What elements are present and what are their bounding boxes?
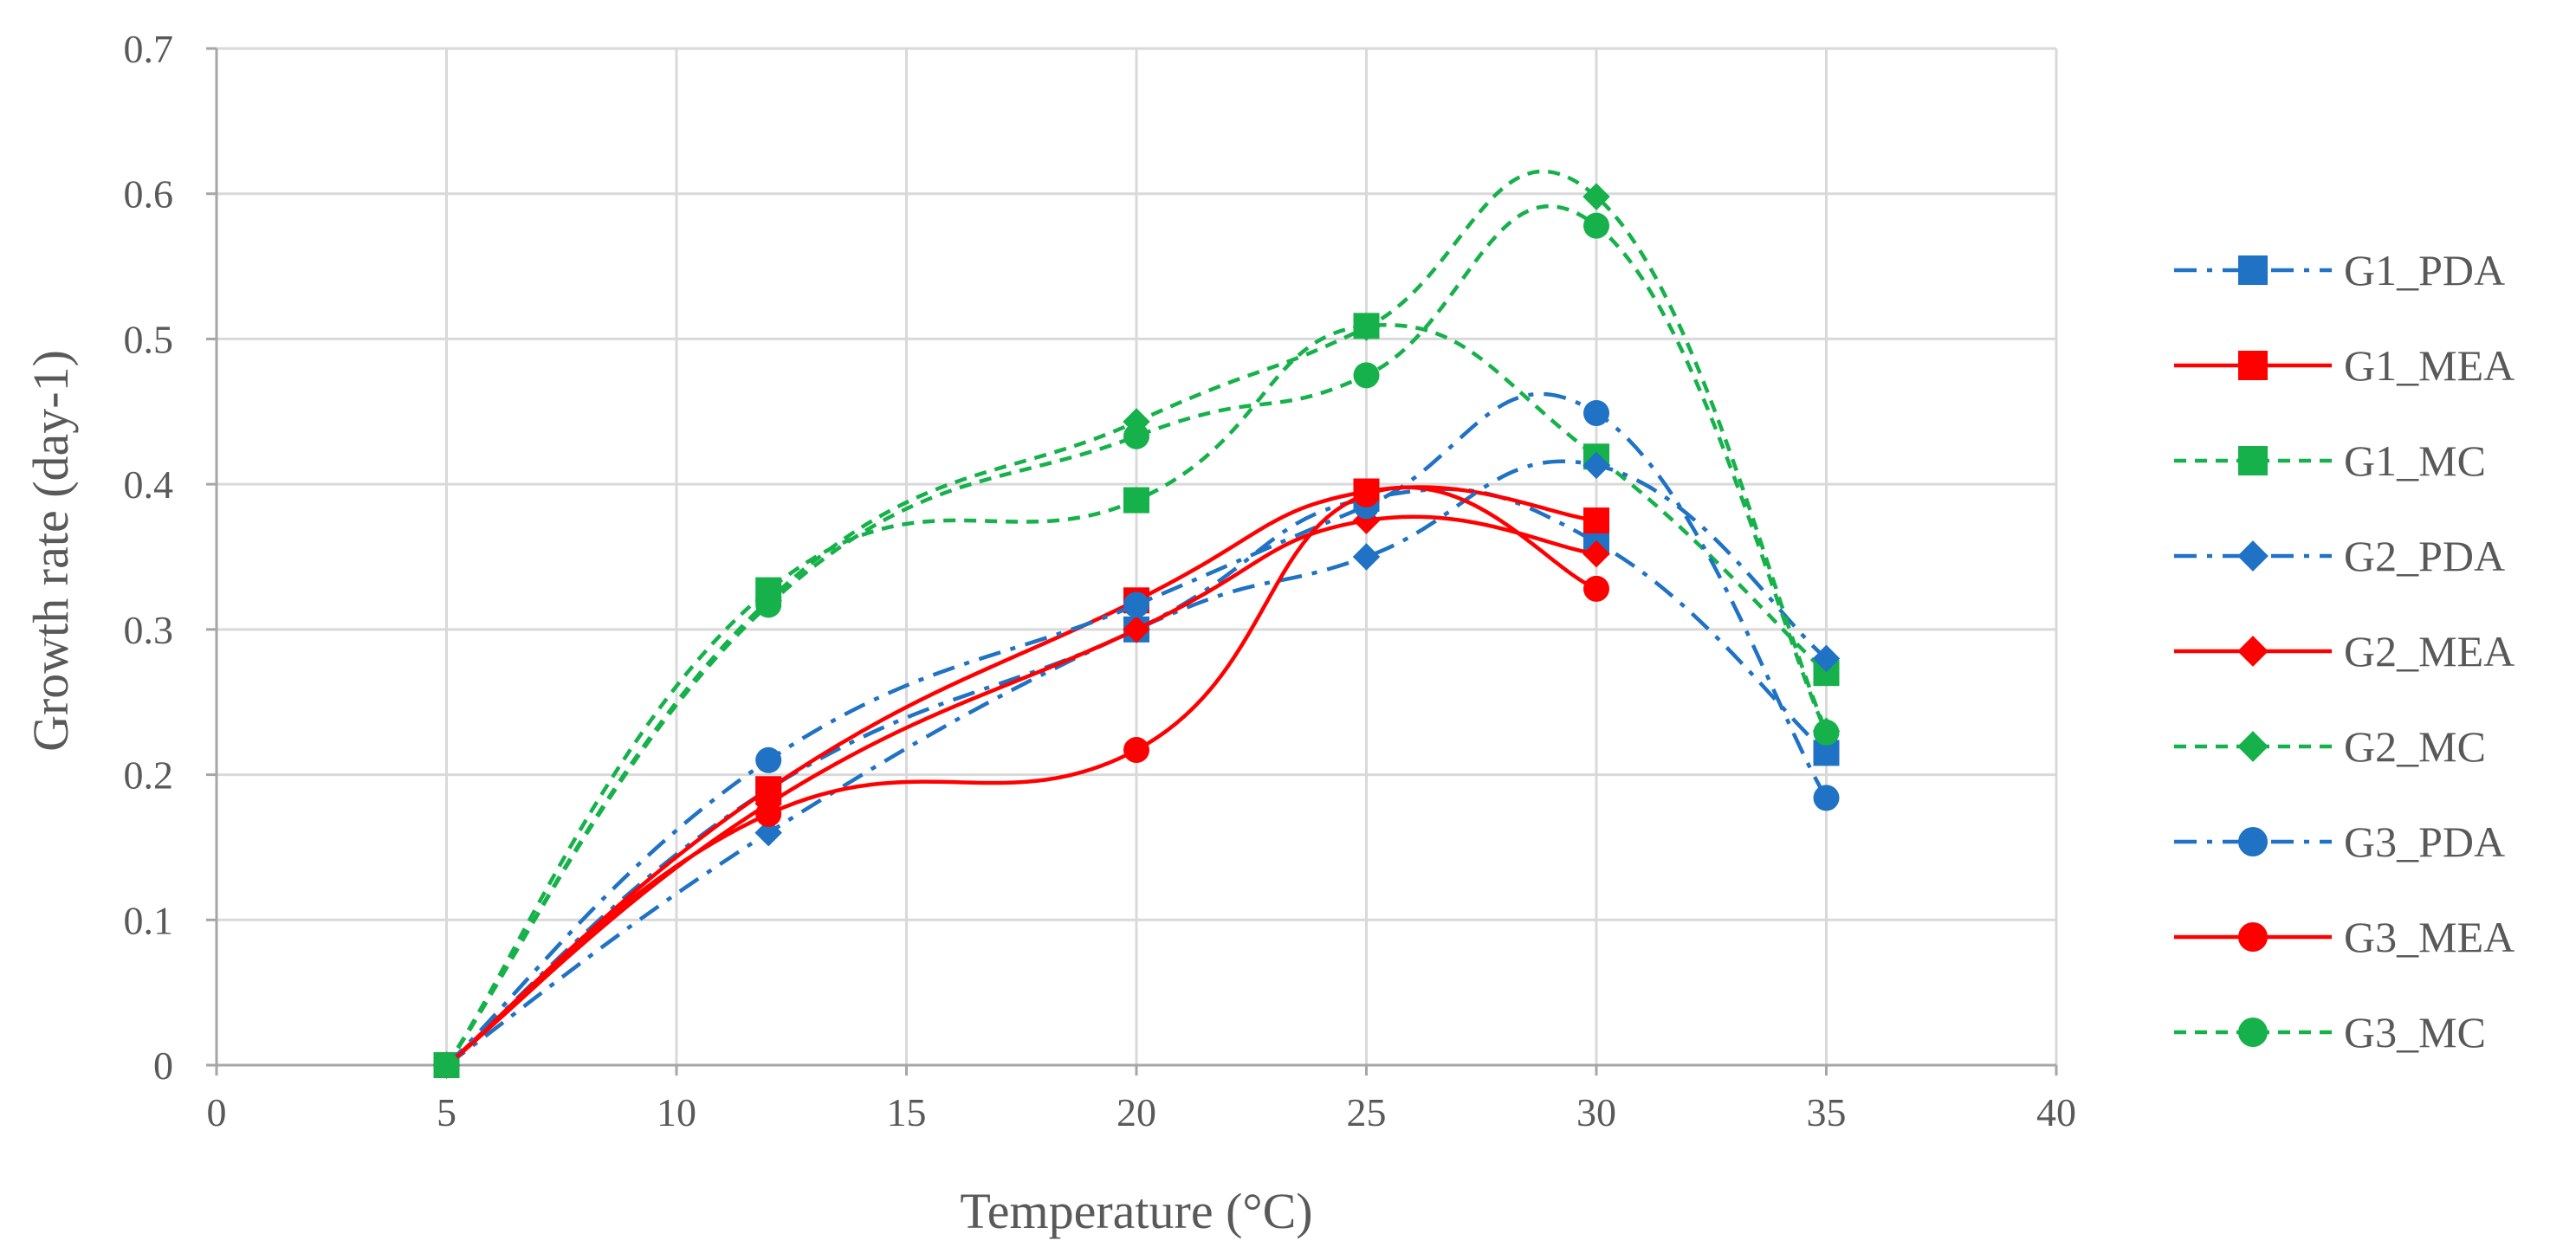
data-point-g3-pda [755, 746, 782, 773]
data-point-g3-mea [1353, 481, 1380, 507]
legend-label-g2-pda: G2_PDA [2344, 532, 2505, 580]
legend-item-g2-mea: G2_MEA [2174, 627, 2515, 675]
legend-marker-g1-mea [2238, 351, 2268, 380]
data-point-g3-mc [1123, 423, 1149, 449]
y-axis-title: Growth rate (day-1) [23, 350, 79, 752]
legend-item-g1-mc: G1_MC [2174, 436, 2486, 485]
data-point-g3-mc [1813, 719, 1840, 746]
legend-label-g3-mea: G3_MEA [2344, 913, 2515, 961]
series-line-g3-mea [445, 485, 1597, 1067]
data-point-g2-mc [1582, 183, 1610, 210]
y-tick-label: 0.5 [124, 317, 174, 361]
legend-marker-g3-mc [2238, 1018, 2268, 1047]
legend-label-g1-mc: G1_MC [2344, 436, 2486, 485]
x-tick-label: 20 [1116, 1090, 1156, 1134]
data-point-g3-mea [755, 800, 782, 827]
y-tick-label: 0.7 [124, 27, 174, 71]
legend-label-g3-pda: G3_PDA [2344, 817, 2505, 866]
data-point-g2-pda [754, 818, 782, 847]
x-tick-label: 10 [657, 1090, 696, 1134]
y-tick-label: 0.2 [124, 753, 174, 798]
legend-marker-g1-pda [2238, 255, 2268, 285]
data-point-g3-pda [1123, 591, 1149, 618]
legend-marker-g2-pda [2237, 540, 2269, 572]
legend: G1_PDA G1_MEA G1_MC G2_PDA G2_MEA G2_MC G3_PDA… [2174, 246, 2515, 1056]
series-g3-mc [433, 204, 1840, 1078]
x-tick-label: 30 [1576, 1090, 1616, 1134]
legend-item-g3-pda: G3_PDA [2174, 817, 2505, 866]
y-tick-label: 0 [153, 1044, 173, 1088]
x-tick-label: 0 [207, 1090, 227, 1134]
legend-label-g1-mea: G1_MEA [2344, 341, 2515, 390]
series-line-g3-pda [444, 391, 1828, 1067]
legend-item-g2-mc: G2_MC [2174, 722, 2486, 771]
data-point-g1-mea [1583, 507, 1609, 534]
data-point-g2-pda [1582, 451, 1610, 480]
series-line-g3-mc [444, 204, 1828, 1067]
data-point-g2-pda [1812, 644, 1841, 673]
series-line-g1-pda [445, 487, 1828, 1067]
data-point-g3-mea [1583, 575, 1609, 602]
series-group [432, 169, 1841, 1079]
data-point-g2-mea [1123, 616, 1150, 643]
data-point-g3-mc [1583, 212, 1609, 239]
series-g3-mea [433, 481, 1609, 1078]
data-point-g1-mc [1123, 487, 1149, 514]
data-point-g3-pda [1583, 399, 1609, 426]
x-tick-label: 35 [1807, 1090, 1847, 1134]
data-point-g2-mc [1352, 313, 1381, 341]
legend-marker-g3-mea [2238, 922, 2268, 952]
legend-marker-g3-pda [2238, 827, 2268, 856]
legend-item-g3-mc: G3_MC [2174, 1008, 2486, 1056]
data-point-g2-pda [1352, 543, 1381, 571]
legend-marker-g2-mc [2237, 731, 2269, 762]
legend-label-g3-mc: G3_MC [2344, 1008, 2486, 1056]
legend-item-g2-pda: G2_PDA [2174, 532, 2505, 580]
x-axis-title: Temperature (°C) [960, 1183, 1312, 1239]
legend-item-g3-mea: G3_MEA [2174, 913, 2515, 961]
y-tick-label: 0.3 [124, 608, 174, 652]
legend-item-g1-pda: G1_PDA [2174, 246, 2505, 294]
data-point-g3-mea [1123, 737, 1149, 764]
y-tick-label: 0.6 [124, 172, 174, 216]
y-tick-label: 0.1 [124, 898, 174, 942]
data-point-g3-mc [1353, 362, 1380, 389]
legend-item-g1-mea: G1_MEA [2174, 341, 2515, 390]
data-point-g2-mea [1582, 540, 1610, 568]
legend-label-g1-pda: G1_PDA [2344, 246, 2505, 294]
series-line-g2-mea [445, 514, 1597, 1067]
legend-label-g2-mc: G2_MC [2344, 722, 2486, 771]
legend-marker-g2-mea [2237, 636, 2269, 667]
data-point-g3-mc [433, 1052, 460, 1078]
data-point-g3-pda [1813, 785, 1840, 811]
x-tick-label: 5 [437, 1090, 456, 1134]
axes [206, 47, 2058, 1076]
x-tick-label: 15 [887, 1090, 927, 1134]
series-line-g2-pda [445, 459, 1828, 1067]
x-tick-label: 25 [1347, 1090, 1387, 1134]
y-tick-label: 0.4 [124, 462, 174, 507]
legend-marker-g1-mc [2238, 446, 2268, 475]
legend-label-g2-mea: G2_MEA [2344, 627, 2515, 675]
x-tick-label: 40 [2036, 1090, 2076, 1134]
data-point-g3-mc [755, 591, 782, 618]
tick-labels: 0 5 10 15 20 25 30 35 40 0 0.1 0.2 0.3 0.4 0.5 0.6 0.7 [124, 27, 2077, 1134]
